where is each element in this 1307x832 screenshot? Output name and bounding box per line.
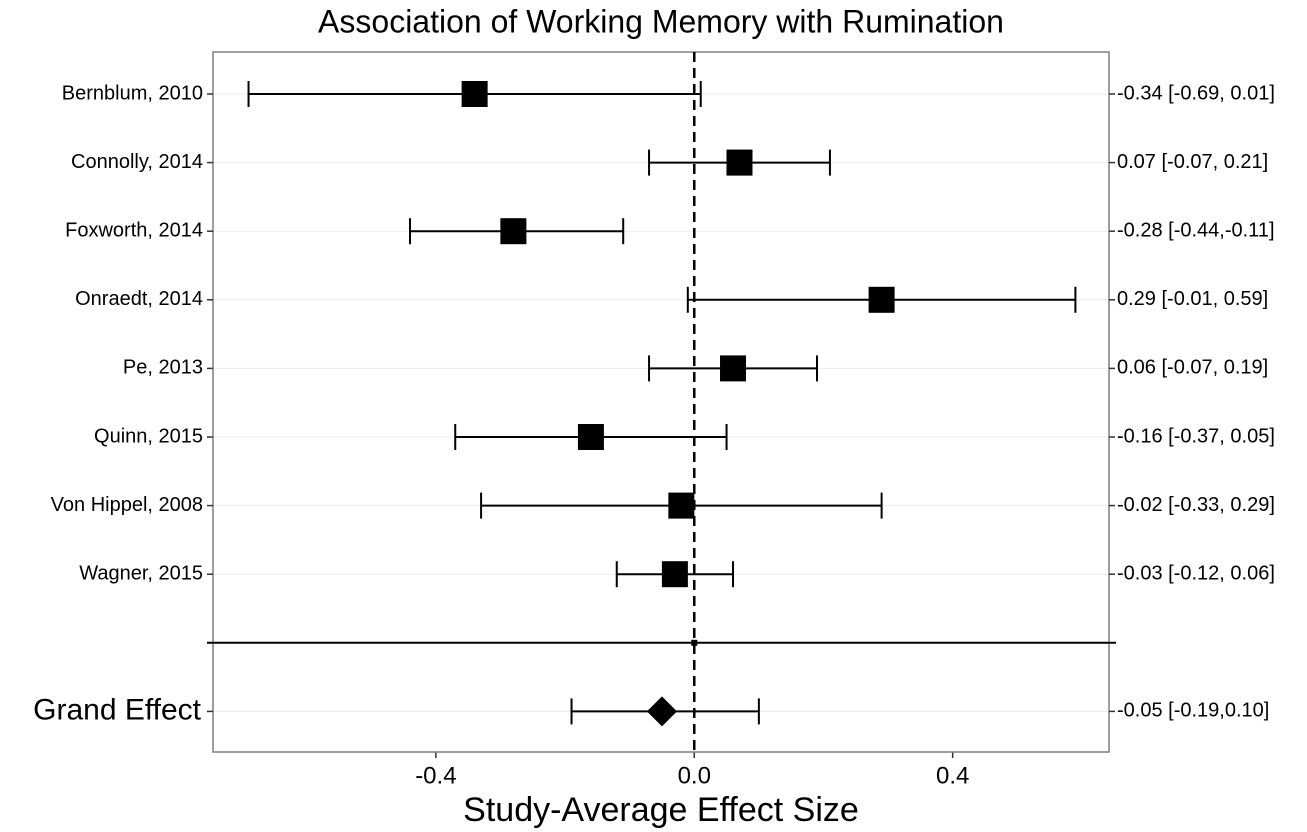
- estimate-square: [668, 492, 695, 519]
- x-tick-label: 0.0: [678, 762, 711, 789]
- study-label: Onraedt, 2014: [75, 288, 203, 310]
- summary-label: Grand Effect: [33, 693, 202, 726]
- study-label: Bernblum, 2010: [62, 82, 203, 104]
- estimate-square: [461, 81, 488, 107]
- study-label: Foxworth, 2014: [65, 219, 203, 241]
- estimate-label: 0.29 [-0.01, 0.59]: [1117, 288, 1268, 310]
- estimate-square: [577, 424, 604, 450]
- estimate-label: -0.02 [-0.33, 0.29]: [1117, 494, 1275, 516]
- summary-diamond: [646, 696, 677, 727]
- chart-title: Association of Working Memory with Rumin…: [318, 3, 1004, 39]
- study-label: Pe, 2013: [123, 357, 203, 379]
- estimate-square: [868, 286, 895, 313]
- x-tick-label: 0.4: [936, 762, 969, 789]
- estimate-square: [661, 561, 688, 588]
- estimate-label: -0.34 [-0.69, 0.01]: [1117, 82, 1275, 104]
- estimate-square: [500, 218, 527, 245]
- estimate-square: [720, 355, 747, 382]
- summary-estimate-label: -0.05 [-0.19,0.10]: [1117, 700, 1269, 722]
- estimate-label: -0.16 [-0.37, 0.05]: [1117, 425, 1275, 447]
- study-label: Von Hippel, 2008: [51, 494, 203, 516]
- x-tick-label: -0.4: [415, 762, 456, 789]
- x-axis-title: Study-Average Effect Size: [463, 791, 859, 829]
- estimate-label: -0.28 [-0.44,-0.11]: [1117, 219, 1275, 241]
- study-label: Quinn, 2015: [94, 425, 203, 447]
- plot-panel: [213, 52, 1109, 752]
- study-label: Wagner, 2015: [79, 562, 203, 584]
- estimate-label: 0.06 [-0.07, 0.19]: [1117, 357, 1268, 379]
- estimate-square: [726, 149, 753, 176]
- plot-border: [212, 51, 1110, 753]
- separator-dot: [691, 639, 698, 646]
- estimate-label: -0.03 [-0.12, 0.06]: [1117, 562, 1275, 584]
- estimate-label: 0.07 [-0.07, 0.21]: [1117, 151, 1268, 173]
- study-label: Connolly, 2014: [71, 151, 203, 173]
